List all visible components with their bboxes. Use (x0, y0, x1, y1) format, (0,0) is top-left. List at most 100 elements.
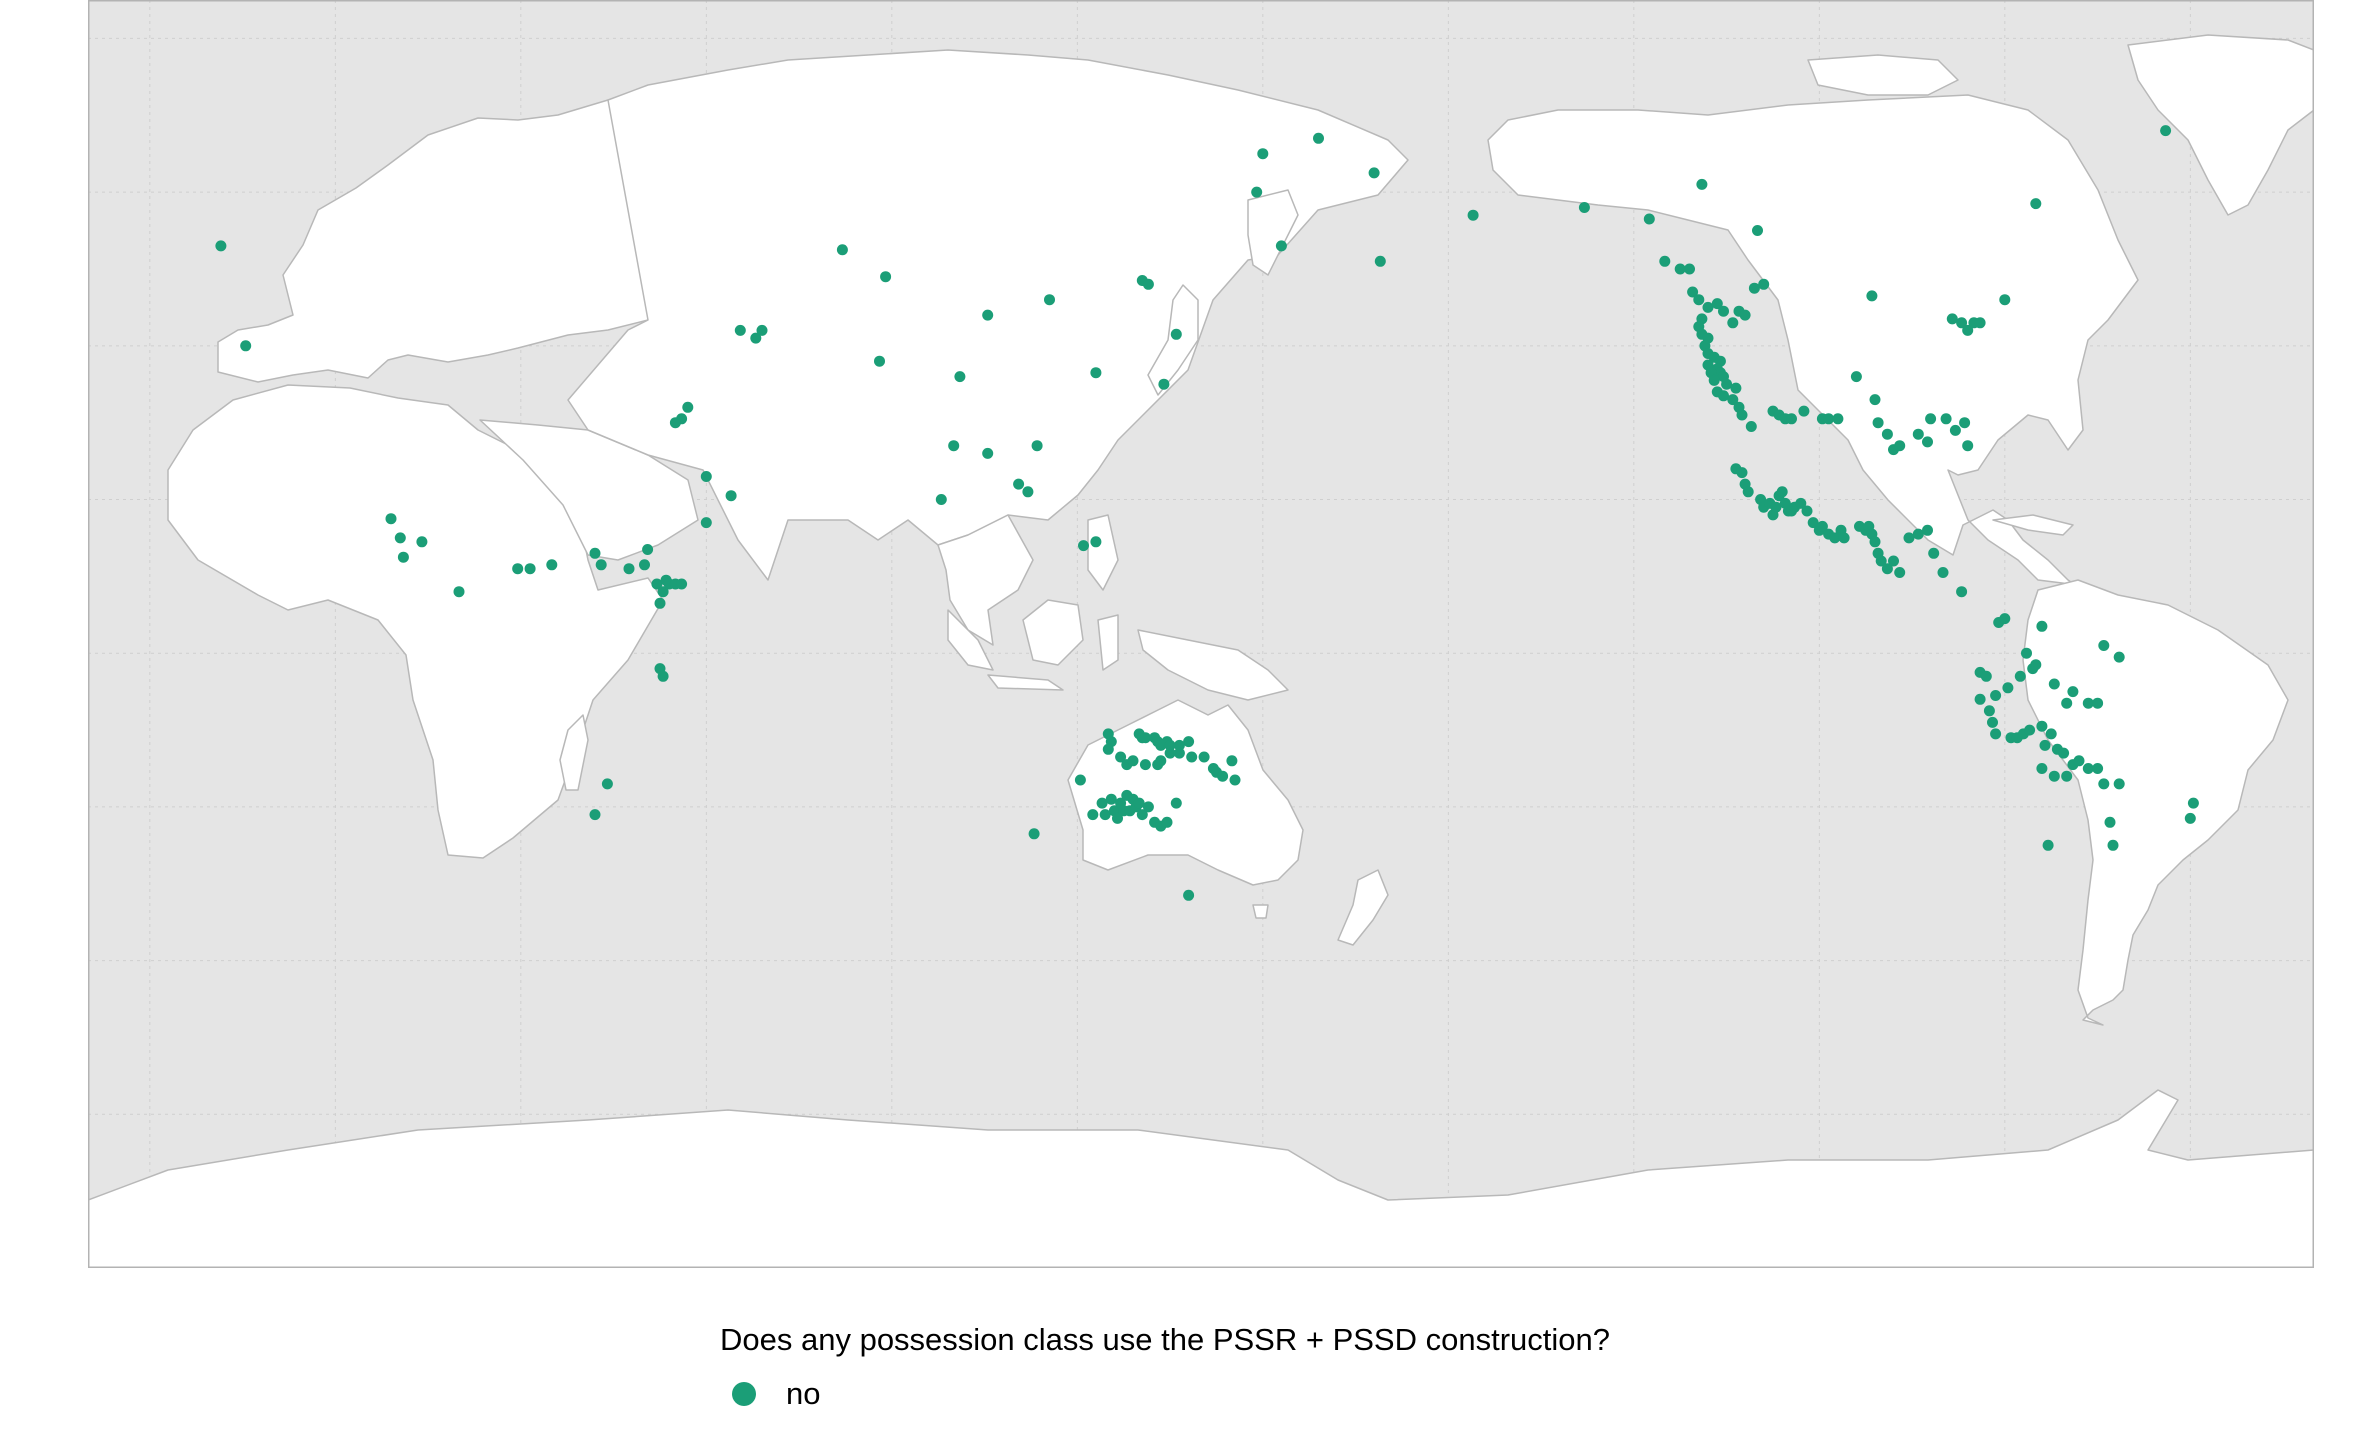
language-point[interactable] (524, 563, 536, 575)
language-point[interactable] (2030, 198, 2042, 210)
language-point[interactable] (1869, 394, 1881, 406)
language-point[interactable] (1198, 751, 1210, 763)
language-point[interactable] (1139, 759, 1151, 771)
language-point[interactable] (595, 559, 607, 571)
language-point[interactable] (1164, 739, 1176, 751)
language-point[interactable] (1718, 305, 1729, 317)
language-point[interactable] (1937, 567, 1949, 578)
language-point[interactable] (657, 586, 669, 598)
language-point[interactable] (601, 778, 613, 790)
language-point[interactable] (1903, 532, 1915, 544)
language-point[interactable] (1696, 178, 1708, 190)
language-point[interactable] (2042, 839, 2054, 851)
language-point[interactable] (215, 240, 227, 252)
language-point[interactable] (1727, 394, 1739, 406)
language-point[interactable] (642, 544, 654, 555)
language-point[interactable] (1674, 263, 1686, 275)
language-point[interactable] (1711, 298, 1723, 310)
language-point[interactable] (1229, 774, 1241, 786)
language-point[interactable] (1173, 747, 1185, 759)
language-point[interactable] (1807, 517, 1819, 529)
language-point[interactable] (1881, 428, 1893, 440)
language-point[interactable] (2045, 728, 2057, 740)
language-point[interactable] (954, 371, 966, 383)
language-point[interactable] (1087, 809, 1099, 821)
language-point[interactable] (2067, 686, 2079, 698)
language-point[interactable] (1578, 202, 1590, 213)
language-point[interactable] (1727, 317, 1739, 329)
language-point[interactable] (1170, 797, 1182, 809)
language-point[interactable] (1739, 309, 1751, 321)
language-point[interactable] (1112, 812, 1123, 824)
language-point[interactable] (669, 417, 681, 429)
language-point[interactable] (700, 517, 712, 529)
language-point[interactable] (1974, 317, 1986, 329)
language-point[interactable] (1099, 809, 1111, 821)
language-point[interactable] (1745, 421, 1757, 432)
language-point[interactable] (2184, 812, 2196, 824)
language-point[interactable] (1736, 467, 1748, 479)
language-point[interactable] (1823, 413, 1835, 425)
language-point[interactable] (1044, 294, 1055, 306)
language-point[interactable] (1659, 255, 1671, 267)
language-point[interactable] (240, 340, 252, 352)
language-point[interactable] (1022, 486, 1034, 498)
language-point[interactable] (1776, 486, 1788, 498)
language-point[interactable] (935, 494, 947, 505)
language-point[interactable] (1949, 424, 1961, 436)
language-point[interactable] (1894, 567, 1906, 578)
language-point[interactable] (1257, 148, 1269, 160)
language-point[interactable] (397, 551, 409, 563)
language-point[interactable] (1888, 555, 1899, 567)
language-point[interactable] (1838, 532, 1850, 544)
language-point[interactable] (1990, 690, 2002, 701)
language-point[interactable] (2073, 755, 2085, 767)
language-point[interactable] (1990, 728, 2002, 740)
language-point[interactable] (1684, 263, 1695, 275)
language-point[interactable] (1096, 797, 1108, 809)
language-point[interactable] (1702, 301, 1714, 313)
language-point[interactable] (1956, 586, 1968, 598)
language-point[interactable] (1956, 317, 1968, 329)
language-point[interactable] (1786, 413, 1797, 425)
language-point[interactable] (1730, 382, 1742, 394)
language-point[interactable] (453, 586, 465, 598)
language-point[interactable] (1922, 524, 1933, 536)
language-point[interactable] (385, 513, 397, 525)
language-point[interactable] (1467, 209, 1479, 221)
language-point[interactable] (657, 670, 669, 682)
language-point[interactable] (1028, 828, 1040, 840)
language-point[interactable] (512, 563, 524, 575)
language-point[interactable] (1940, 413, 1952, 425)
language-point[interactable] (1869, 536, 1881, 548)
language-point[interactable] (700, 471, 712, 482)
language-point[interactable] (1183, 736, 1195, 748)
language-point[interactable] (1173, 739, 1185, 751)
language-point[interactable] (1999, 294, 2011, 306)
language-point[interactable] (2113, 778, 2125, 790)
language-point[interactable] (1928, 547, 1940, 559)
language-point[interactable] (1798, 405, 1810, 417)
language-point[interactable] (1693, 294, 1705, 306)
language-point[interactable] (1962, 440, 1974, 452)
language-point[interactable] (589, 547, 601, 559)
language-point[interactable] (1161, 816, 1173, 828)
language-point[interactable] (1795, 497, 1807, 509)
language-point[interactable] (2113, 651, 2125, 663)
language-point[interactable] (2036, 720, 2048, 732)
language-point[interactable] (1748, 282, 1760, 294)
language-point[interactable] (1139, 732, 1151, 744)
language-point[interactable] (2061, 770, 2073, 782)
language-point[interactable] (1133, 797, 1145, 809)
language-point[interactable] (1708, 374, 1720, 386)
language-point[interactable] (1251, 186, 1263, 198)
language-point[interactable] (1090, 367, 1102, 379)
language-point[interactable] (1136, 809, 1148, 821)
language-point[interactable] (1313, 132, 1324, 144)
language-point[interactable] (1164, 747, 1176, 759)
language-point[interactable] (1752, 225, 1763, 236)
language-point[interactable] (2021, 647, 2032, 659)
language-point[interactable] (2092, 763, 2104, 774)
language-point[interactable] (1374, 255, 1386, 267)
language-point[interactable] (1866, 290, 1878, 302)
